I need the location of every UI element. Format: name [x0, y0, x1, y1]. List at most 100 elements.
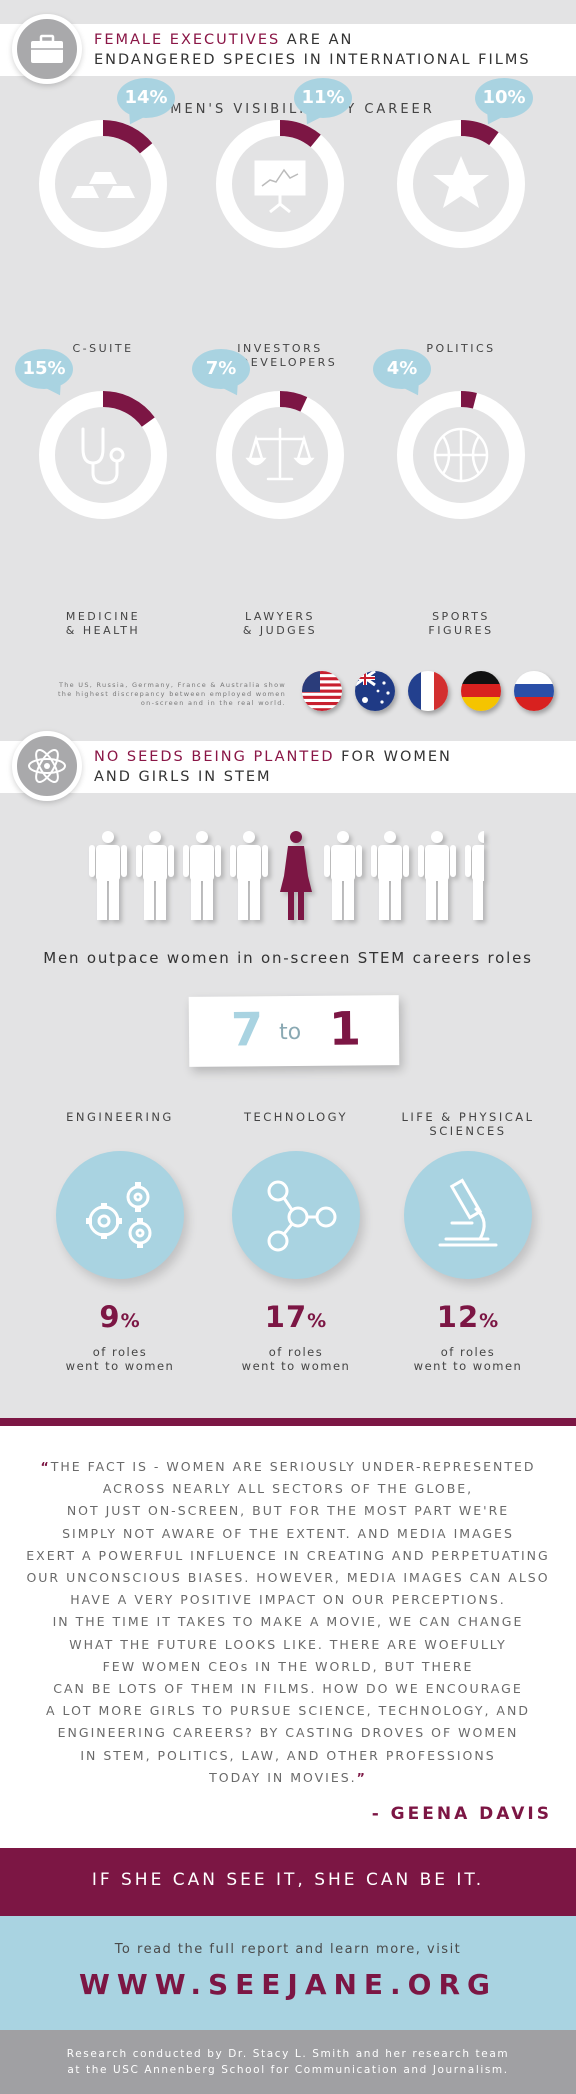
- tagline-band: [0, 1848, 576, 1916]
- microscope-icon: [438, 1178, 498, 1247]
- quote-line: ACROSS NEARLY ALL SECTORS OF THE GLOBE,: [0, 1478, 576, 1500]
- footer-line2: at the USC Annenberg School for Communic…: [67, 2064, 509, 2076]
- quote-line-text: FEW WOMEN CEOs IN THE WORLD, BUT THERE: [102, 1658, 474, 1674]
- section2-title: NO SEEDS BEING PLANTED FOR WOMEN AND GIR…: [94, 747, 452, 787]
- career-percent-bubble: 4%: [373, 349, 431, 389]
- stem-subtext-line2: went to women: [413, 1359, 523, 1373]
- man-figure-icon: [183, 831, 221, 920]
- france-flag-icon: [408, 671, 448, 711]
- section1-title-highlight: FEMALE EXECUTIVES: [94, 32, 281, 48]
- footer-line1: Research conducted by Dr. Stacy L. Smith…: [66, 2048, 510, 2060]
- quote-line-text: TODAY IN MOVIES.: [209, 1769, 357, 1785]
- quote-area: [0, 1426, 576, 1848]
- career-ring: [397, 391, 525, 519]
- quote-line: TODAY IN MOVIES.”: [0, 1767, 576, 1789]
- stem-percent-sign: %: [307, 1310, 328, 1332]
- section2-title-highlight: NO SEEDS BEING PLANTED: [94, 749, 335, 765]
- stem-percent-value: 12: [436, 1300, 480, 1334]
- stem-icon-circle: [232, 1151, 360, 1279]
- section2-title-rest: FOR WOMEN: [334, 749, 452, 765]
- basketball-icon: [433, 427, 489, 483]
- quote-line-text: NOT JUST ON-SCREEN, BUT FOR THE MOST PAR…: [66, 1503, 510, 1519]
- career-label-line1: INVESTORS: [237, 342, 323, 355]
- man-figure-icon: [136, 831, 174, 920]
- section2-title-line2: AND GIRLS IN STEM: [94, 769, 272, 785]
- career-label: C-SUITE: [23, 342, 183, 356]
- man-figure-icon: [418, 831, 456, 920]
- career-ring: [39, 120, 167, 248]
- stem-field-label: ENGINEERING: [45, 1110, 195, 1124]
- career-label: POLITICS: [381, 342, 541, 356]
- website-link[interactable]: WWW.SEEJANE.ORG: [78, 1968, 498, 2001]
- career-percent-bubble: 14%: [117, 78, 175, 118]
- accent-divider: [0, 1418, 576, 1426]
- quote-line: IN STEM, POLITICS, LAW, AND OTHER PROFES…: [0, 1745, 576, 1767]
- gears-icon: [86, 1182, 152, 1248]
- stem-field-label: TECHNOLOGY: [221, 1110, 371, 1124]
- stem-label-line2: SCIENCES: [429, 1124, 507, 1138]
- quote-line-text: OUR UNCONSCIOUS BIASES. HOWEVER, MEDIA I…: [26, 1570, 550, 1586]
- quote-attribution: - GEENA DAVIS: [371, 1804, 552, 1824]
- quote-line: “THE FACT IS - WOMEN ARE SERIOUSLY UNDER…: [0, 1456, 576, 1478]
- careers-subtitle: WOMEN'S VISIBILITY BY CAREER: [141, 102, 435, 117]
- career-label-line2: & JUDGES: [242, 624, 318, 637]
- atom-icon: [28, 749, 66, 783]
- career-ring: [216, 120, 344, 248]
- close-quote-mark: ”: [356, 1769, 367, 1785]
- career-share-arc: [460, 391, 477, 409]
- stem-subtext-line1: of roles: [92, 1345, 148, 1359]
- footer-text: Research conducted by Dr. Stacy L. Smith…: [0, 2046, 576, 2078]
- career-label-line2: FIGURES: [428, 624, 494, 637]
- ratio-right: 1: [328, 1001, 362, 1056]
- quote-lines: “THE FACT IS - WOMEN ARE SERIOUSLY UNDER…: [0, 1456, 576, 1789]
- career-percent-bubble: 15%: [15, 349, 73, 389]
- stem-subtext: of roles went to women: [393, 1345, 543, 1373]
- quote-line: CAN BE LOTS OF THEM IN FILMS. HOW DO WE …: [0, 1678, 576, 1700]
- man-figure-icon: [465, 831, 484, 920]
- stem-icon-circle: [404, 1151, 532, 1279]
- stem-subtext-line1: of roles: [440, 1345, 496, 1359]
- stem-percent: 9%: [45, 1300, 195, 1334]
- career-share-arc: [279, 391, 308, 412]
- tagline: IF SHE CAN SEE IT, SHE CAN BE IT.: [91, 1870, 485, 1890]
- section2-banner: [0, 741, 576, 793]
- quote-line: HAVE A VERY POSITIVE IMPACT ON OUR PERCE…: [0, 1589, 576, 1611]
- career-label-line1: SPORTS: [432, 610, 490, 623]
- man-figure-icon: [230, 831, 268, 920]
- quote-line: NOT JUST ON-SCREEN, BUT FOR THE MOST PAR…: [0, 1500, 576, 1522]
- stem-label-line1: TECHNOLOGY: [243, 1110, 349, 1124]
- section1-banner: [0, 24, 576, 76]
- network-icon: [267, 1180, 337, 1252]
- career-percent-bubble: 10%: [475, 78, 533, 118]
- quote-line: IN THE TIME IT TAKES TO MAKE A MOVIE, WE…: [0, 1611, 576, 1633]
- section1-title-line2: ENDANGERED SPECIES IN INTERNATIONAL FILM…: [94, 52, 531, 68]
- footer-band: [0, 2030, 576, 2094]
- stem-percent-value: 17: [264, 1300, 308, 1334]
- career-share-arc: [279, 120, 321, 148]
- quote-line-text: EXERT A POWERFUL INFLUENCE IN CREATING A…: [26, 1547, 550, 1563]
- stem-subtext-line2: went to women: [65, 1359, 175, 1373]
- career-share-arc: [102, 391, 155, 428]
- career-label: INVESTORS & DEVELOPERS: [200, 342, 360, 370]
- career-label-line1: C-SUITE: [72, 342, 134, 355]
- quote-line-text: WHAT THE FUTURE LOOKS LIKE. THERE ARE WO…: [69, 1636, 507, 1652]
- quote-line: WHAT THE FUTURE LOOKS LIKE. THERE ARE WO…: [0, 1634, 576, 1656]
- quote-line: ENGINEERING CAREERS? BY CASTING DROVES O…: [0, 1722, 576, 1744]
- career-percent-bubble: 7%: [192, 349, 250, 389]
- quote-line-text: IN STEM, POLITICS, LAW, AND OTHER PROFES…: [80, 1747, 496, 1763]
- ratio-box: 7 to 1: [188, 995, 400, 1067]
- stem-percent: 17%: [221, 1300, 371, 1334]
- quote-text: “THE FACT IS - WOMEN ARE SERIOUSLY UNDER…: [0, 1456, 576, 1789]
- woman-figure-icon: [280, 831, 312, 920]
- quote-line: FEW WOMEN CEOs IN THE WORLD, BUT THERE: [0, 1656, 576, 1678]
- stem-statement: Men outpace women in on-screen STEM care…: [43, 949, 533, 967]
- career-share-arc: [460, 120, 499, 146]
- quote-line: EXERT A POWERFUL INFLUENCE IN CREATING A…: [0, 1545, 576, 1567]
- stem-percent-sign: %: [120, 1310, 141, 1332]
- scales-icon: [245, 427, 315, 481]
- quote-line-text: CAN BE LOTS OF THEM IN FILMS. HOW DO WE …: [53, 1681, 523, 1697]
- stem-icon-circle: [56, 1151, 184, 1279]
- russia-flag-icon: [514, 671, 554, 711]
- quote-line-text: IN THE TIME IT TAKES TO MAKE A MOVIE, WE…: [52, 1614, 524, 1630]
- man-figure-icon: [89, 831, 127, 920]
